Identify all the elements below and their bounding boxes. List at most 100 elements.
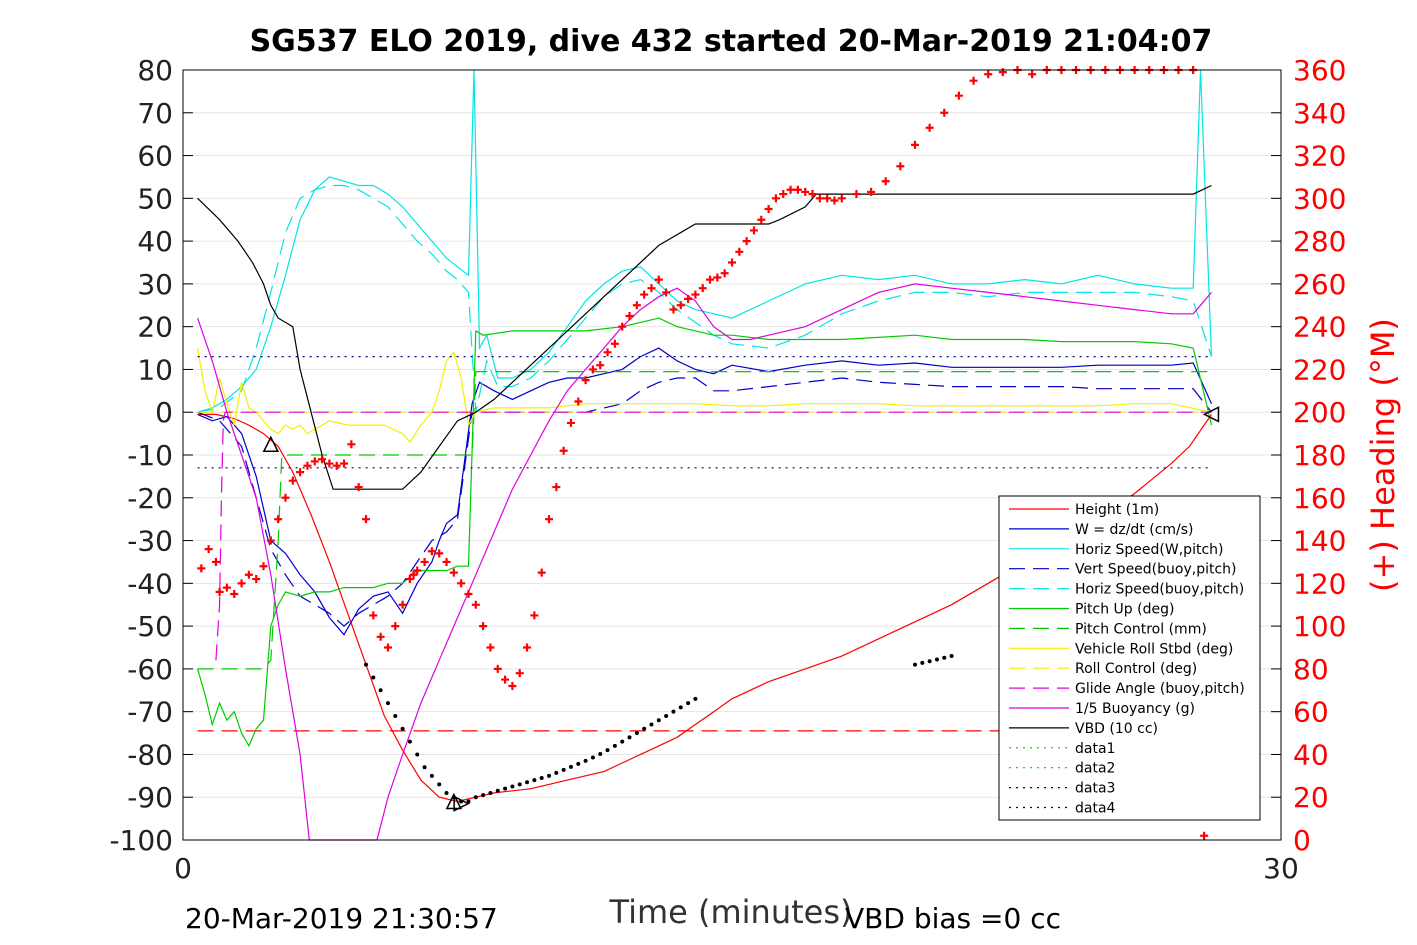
- heading-point: [940, 108, 949, 117]
- depth-sample-dot: [949, 654, 954, 659]
- heading-point: [632, 301, 641, 310]
- heading-point: [296, 468, 305, 477]
- right-axis: 3603403203002802602402202001801601401201…: [1271, 54, 1346, 857]
- heading-point: [808, 190, 817, 199]
- heading-point: [867, 187, 876, 196]
- heading-point: [383, 643, 392, 652]
- heading-point: [610, 339, 619, 348]
- heading-point: [523, 643, 532, 652]
- heading-point: [515, 669, 524, 678]
- series-line-1: [197, 347, 1213, 636]
- legend-entry: Horiz Speed(buoy,pitch): [1075, 582, 1244, 598]
- heading-point: [596, 361, 605, 370]
- left-tick-label: 60: [137, 140, 173, 173]
- heading-point: [735, 247, 744, 256]
- left-tick-label: -50: [127, 610, 173, 643]
- depth-sample-dot: [942, 655, 947, 660]
- depth-sample-dot: [371, 675, 376, 680]
- depth-sample-dot: [378, 688, 383, 693]
- right-tick-label: 300: [1293, 182, 1346, 215]
- heading-point: [713, 273, 722, 282]
- left-tick-label: -60: [127, 653, 173, 686]
- heading-point: [376, 632, 385, 641]
- left-tick-label: 80: [137, 54, 173, 87]
- heading-point: [435, 549, 444, 558]
- heading-point: [706, 275, 715, 284]
- heading-point: [354, 483, 363, 492]
- heading-point: [603, 348, 612, 357]
- heading-point: [757, 215, 766, 224]
- footer-timestamp: 20-Mar-2019 21:30:57: [185, 902, 498, 935]
- depth-sample-dot: [605, 748, 610, 753]
- depth-sample-dot: [627, 735, 632, 740]
- depth-sample-dot: [525, 780, 530, 785]
- heading-point: [347, 440, 356, 449]
- heading-point: [479, 622, 488, 631]
- legend-entry: VBD (10 cc): [1075, 721, 1158, 737]
- heading-point: [720, 269, 729, 278]
- left-tick-label: -80: [127, 738, 173, 771]
- heading-point: [559, 446, 568, 455]
- depth-sample-dot: [444, 790, 449, 795]
- heading-point: [852, 190, 861, 199]
- right-tick-label: 220: [1293, 353, 1346, 386]
- left-tick-label: 70: [137, 97, 173, 130]
- heading-point: [552, 483, 561, 492]
- heading-point: [764, 205, 773, 214]
- depth-sample-dot: [927, 659, 932, 664]
- heading-point: [369, 611, 378, 620]
- depth-sample-dot: [671, 709, 676, 714]
- legend-entry: Horiz Speed(W,pitch): [1075, 542, 1223, 558]
- heading-point: [618, 322, 627, 331]
- heading-point: [471, 600, 480, 609]
- heading-point: [837, 194, 846, 203]
- series-line-2: [197, 69, 1213, 413]
- depth-sample-dot: [415, 752, 420, 757]
- left-tick-label: -70: [127, 696, 173, 729]
- depth-sample-dot: [693, 696, 698, 701]
- heading-point: [318, 455, 327, 464]
- depth-sample-dot: [568, 764, 573, 769]
- right-tick-label: 60: [1293, 696, 1329, 729]
- heading-point: [244, 570, 253, 579]
- depth-sample-dot: [517, 782, 522, 787]
- heading-point: [662, 288, 671, 297]
- series-line-11: [197, 184, 1212, 490]
- heading-point: [197, 564, 206, 573]
- series-line-7: [197, 347, 1212, 444]
- depth-sample-dot: [400, 726, 405, 731]
- depth-sample-dot: [547, 773, 551, 778]
- heading-point: [1028, 70, 1037, 79]
- depth-sample-dot: [495, 788, 500, 793]
- depth-sample-dot: [634, 731, 639, 736]
- depth-sample-dot: [583, 758, 588, 763]
- right-tick-label: 120: [1293, 567, 1346, 600]
- depth-sample-dot: [664, 713, 669, 718]
- heading-point: [998, 68, 1007, 77]
- heading-point: [801, 187, 810, 196]
- heading-point: [647, 284, 656, 293]
- heading-point: [691, 290, 700, 299]
- heading-point: [1200, 831, 1209, 840]
- heading-point: [325, 459, 334, 468]
- legend-box: [998, 495, 1261, 821]
- heading-point: [405, 575, 414, 584]
- left-tick-label: -90: [127, 781, 173, 814]
- heading-point: [340, 459, 349, 468]
- depth-sample-dot: [473, 795, 478, 800]
- legend-entry: data2: [1075, 761, 1115, 777]
- heading-point: [815, 194, 824, 203]
- depth-sample-dot: [920, 660, 925, 665]
- heading-point: [442, 557, 451, 566]
- depth-sample-dot: [437, 782, 442, 787]
- legend-entry: Roll Control (deg): [1075, 661, 1197, 677]
- heading-point: [332, 461, 341, 470]
- series-line-5: [197, 317, 1213, 748]
- legend-entry: Pitch Up (deg): [1075, 602, 1174, 618]
- heading-point: [501, 675, 510, 684]
- legend-entry: Glide Angle (buoy,pitch): [1075, 681, 1245, 697]
- heading-point: [230, 590, 239, 599]
- depth-sample-dot: [481, 793, 486, 798]
- left-tick-label: 10: [137, 353, 173, 386]
